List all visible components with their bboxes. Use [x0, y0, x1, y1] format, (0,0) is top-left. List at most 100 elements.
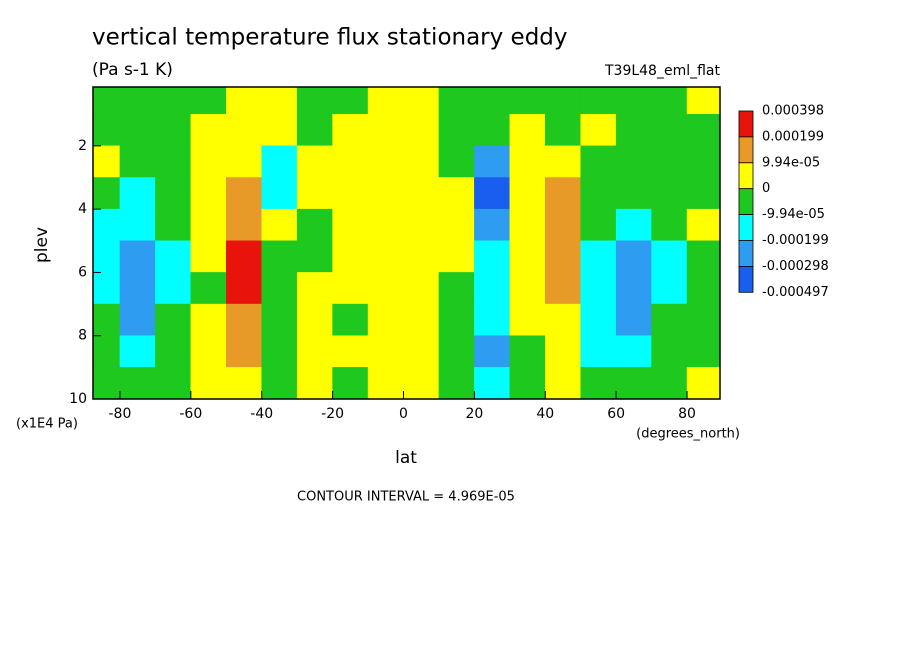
- contour-cell: [332, 113, 369, 147]
- contour-cell: [651, 145, 688, 178]
- contour-cell: [226, 303, 262, 336]
- contour-cell: [93, 145, 121, 178]
- contour-cell: [119, 240, 156, 273]
- contour-cell: [332, 240, 369, 273]
- colorbar-swatch: [738, 188, 754, 215]
- contour-cell: [509, 145, 546, 178]
- contour-cell: [367, 87, 404, 115]
- contour-cell: [509, 113, 546, 147]
- contour-cell: [474, 335, 511, 368]
- contour-cell: [403, 208, 440, 242]
- contour-cell: [580, 367, 617, 399]
- contour-cell: [190, 208, 227, 242]
- y-axis-units: (x1E4 Pa): [16, 417, 78, 432]
- contour-cell: [438, 145, 475, 178]
- x-axis-units: (degrees_north): [636, 427, 740, 442]
- contour-cell: [119, 208, 156, 242]
- contour-cell: [261, 303, 298, 336]
- contour-cell: [155, 145, 192, 178]
- contour-cell: [155, 177, 192, 210]
- y-tick-label: 4: [78, 201, 87, 217]
- contour-cell: [651, 177, 688, 210]
- contour-cell: [332, 177, 369, 210]
- x-tick-label: 60: [607, 406, 625, 422]
- colorbar-label: -0.000199: [762, 233, 829, 248]
- contour-cell: [615, 177, 652, 210]
- contour-cell: [332, 208, 369, 242]
- contour-cell: [332, 367, 369, 399]
- contour-cell: [190, 145, 227, 178]
- contour-cell: [474, 240, 511, 273]
- contour-cell: [509, 303, 546, 336]
- contour-cell: [509, 335, 546, 368]
- colorbar-label: 0: [762, 181, 770, 196]
- contour-cell: [686, 272, 720, 305]
- contour-cell: [93, 208, 121, 242]
- x-tick-label: 80: [678, 406, 696, 422]
- contour-cell: [261, 272, 298, 305]
- contour-cell: [190, 335, 227, 368]
- contour-cell: [615, 272, 652, 305]
- dataset-label: T39L48_eml_flat: [604, 63, 721, 79]
- contour-cell: [545, 113, 581, 147]
- contour-cell: [474, 367, 511, 399]
- contour-cell: [190, 240, 227, 273]
- contour-cell: [296, 113, 333, 147]
- colorbar-swatch: [738, 110, 754, 138]
- contour-cell: [226, 113, 262, 147]
- contour-cell: [509, 272, 546, 305]
- contour-cell: [545, 87, 581, 115]
- contour-cell: [296, 145, 333, 178]
- contour-cell: [332, 272, 369, 305]
- contour-cell: [93, 177, 121, 210]
- contour-cell: [438, 272, 475, 305]
- contour-cell: [403, 367, 440, 399]
- contour-cell: [155, 367, 192, 399]
- contour-cell: [615, 145, 652, 178]
- contour-cell: [438, 367, 475, 399]
- contour-cell: [332, 335, 369, 368]
- contour-cell: [686, 145, 720, 178]
- contour-cell: [615, 367, 652, 399]
- chart-subtitle: (Pa s-1 K): [92, 60, 173, 80]
- contour-cell: [119, 177, 156, 210]
- contour-cell: [403, 240, 440, 273]
- contour-cell: [509, 367, 546, 399]
- contour-cell: [580, 113, 617, 147]
- contour-cell: [403, 145, 440, 178]
- contour-cell: [190, 303, 227, 336]
- contour-cell: [651, 272, 688, 305]
- contour-cell: [155, 303, 192, 336]
- contour-cell: [296, 367, 333, 399]
- contour-cell: [686, 208, 720, 242]
- contour-cell: [261, 367, 298, 399]
- contour-cell: [261, 335, 298, 368]
- contour-cell: [474, 272, 511, 305]
- contour-cell: [332, 87, 369, 115]
- contour-cell: [651, 367, 688, 399]
- colorbar-label: 9.94e-05: [762, 155, 820, 170]
- contour-cell: [403, 177, 440, 210]
- contour-cell: [226, 367, 262, 399]
- contour-cell: [93, 367, 121, 399]
- contour-cell: [155, 335, 192, 368]
- contour-cell: [367, 335, 404, 368]
- contour-cell: [615, 240, 652, 273]
- x-tick-label: -40: [250, 406, 273, 422]
- contour-cell: [367, 145, 404, 178]
- contour-cell: [438, 303, 475, 336]
- contour-cell: [651, 208, 688, 242]
- contour-cell: [474, 145, 511, 178]
- contour-cell: [296, 87, 333, 115]
- contour-cell: [296, 240, 333, 273]
- contour-cell: [686, 367, 720, 399]
- contour-cell: [155, 272, 192, 305]
- contour-cell: [367, 367, 404, 399]
- contour-cell: [226, 208, 262, 242]
- contour-cell: [651, 303, 688, 336]
- x-tick-label: -60: [179, 406, 202, 422]
- contour-cell: [545, 240, 581, 273]
- contour-cell: [580, 177, 617, 210]
